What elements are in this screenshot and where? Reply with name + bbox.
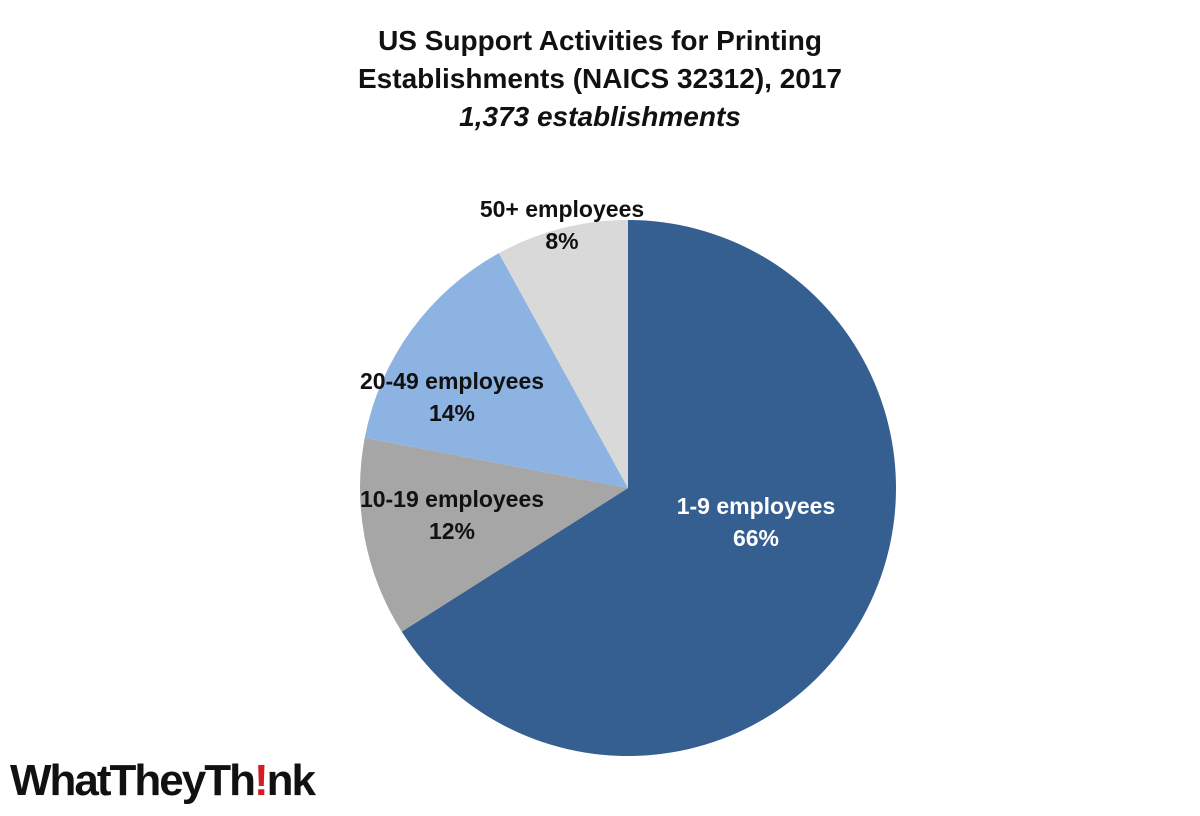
slice-label-1-9-employees: 1-9 employees bbox=[677, 493, 836, 519]
pie-slice-1-9-employees bbox=[401, 220, 897, 756]
chart-subtitle: 1,373 establishments bbox=[459, 101, 741, 132]
slice-percent-10-19-employees: 12% bbox=[429, 518, 475, 544]
logo-exclamation-mark: ! bbox=[253, 756, 269, 805]
chart-title-block: US Support Activities for Printing Estab… bbox=[0, 22, 1200, 136]
pie-slice-20-49-employees bbox=[364, 253, 628, 488]
pie-slice-50plus-employees bbox=[498, 220, 628, 488]
pie-slices bbox=[360, 220, 897, 756]
chart-title-line-1: US Support Activities for Printing bbox=[378, 25, 822, 56]
slice-label-20-49-employees: 20-49 employees bbox=[360, 368, 544, 394]
slice-percent-1-9-employees: 66% bbox=[733, 525, 779, 551]
pie-labels: 1-9 employees 66% 10-19 employees 12% 20-49 … bbox=[360, 196, 835, 551]
logo-text-end: nk bbox=[266, 756, 316, 805]
whattheythink-logo: WhatTheyTh!nk bbox=[10, 755, 316, 807]
logo-text-start: WhatTheyTh bbox=[10, 756, 256, 805]
slice-label-50plus-employees: 50+ employees bbox=[480, 196, 644, 222]
slice-label-10-19-employees: 10-19 employees bbox=[360, 486, 544, 512]
slice-percent-20-49-employees: 14% bbox=[429, 400, 475, 426]
slice-percent-50plus-employees: 8% bbox=[545, 228, 578, 254]
pie-slice-10-19-employees bbox=[360, 437, 628, 632]
chart-title-line-2: Establishments (NAICS 32312), 2017 bbox=[358, 63, 842, 94]
